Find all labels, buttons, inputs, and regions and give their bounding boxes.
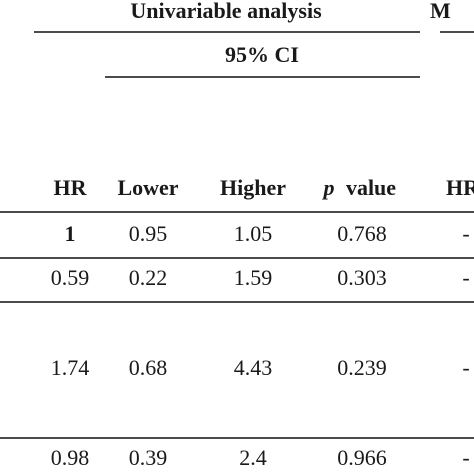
cell: 0.22: [129, 265, 168, 290]
cell: 0.966: [337, 445, 387, 470]
cell: 0.95: [129, 221, 168, 246]
cell: 1.74: [51, 355, 90, 380]
cell: -: [462, 221, 469, 246]
cell: -: [462, 445, 469, 470]
cell: 2.4: [239, 445, 267, 470]
p-symbol: p: [322, 175, 335, 200]
column-header: value: [346, 175, 396, 200]
column-header: Lower: [117, 175, 178, 200]
cell: 1.05: [234, 221, 273, 246]
cell: 0.39: [129, 445, 168, 470]
group-title: Univariable analysis: [130, 0, 322, 23]
ci-label: 95% CI: [225, 42, 299, 67]
cell: 1: [65, 221, 76, 246]
cell: 0.68: [129, 355, 168, 380]
cell: -: [462, 265, 469, 290]
cell: 0.59: [51, 265, 90, 290]
cell: 0.98: [51, 445, 90, 470]
group-title: M: [430, 0, 451, 23]
column-header: HR: [446, 175, 474, 200]
cell: 0.239: [337, 355, 387, 380]
cell: 1.59: [234, 265, 273, 290]
column-header: HR: [54, 175, 88, 200]
column-header: Higher: [220, 175, 286, 200]
cell: -: [462, 355, 469, 380]
cell: 0.768: [337, 221, 387, 246]
cell: 0.303: [337, 265, 387, 290]
cell: 4.43: [234, 355, 273, 380]
table-body: 1 0.95 1.05 0.768 - 0.59 0.22 1.59 0.303 - 1.74 0.6…: [51, 221, 470, 470]
